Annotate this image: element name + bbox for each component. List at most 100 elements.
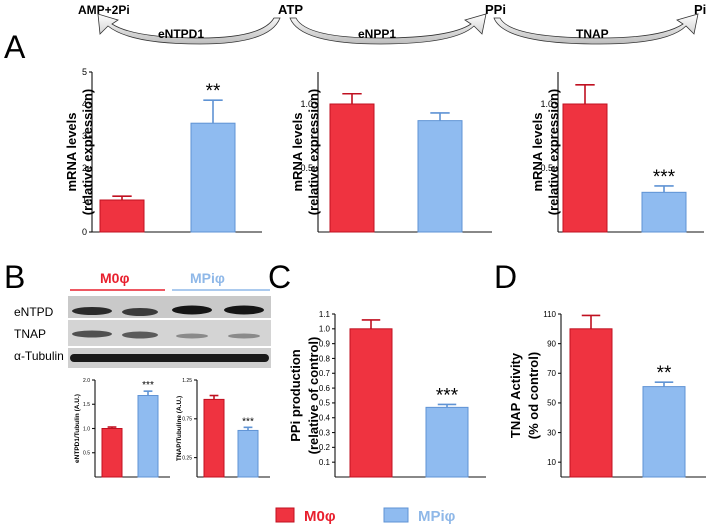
y-axis-label: PPi production [288,349,303,442]
chart-enpp1-mrna: 0.5 1.0 mRNA levels (relative expression) [290,72,492,233]
amp-label: AMP+2Pi [78,3,130,17]
legend-label-mpi: MPiφ [418,508,456,525]
bar [137,395,159,478]
y-axis-label: TNAP Activity [508,352,523,438]
y-tick-label: 0.9 [319,339,331,348]
band [172,305,212,315]
y-tick-label: 1.0 [540,99,553,109]
y-tick-label: 0.7 [319,369,331,378]
pathway-diagram: AMP+2Pi ATP PPi Pi eNTPD1 eNPP1 TNAP [78,2,706,45]
chart-tnap-mrna: 0.5 1.0 mRNA levels (relative expression) **… [530,72,704,233]
y-axis-label: TNAP/Tubuline (A.U.) [176,396,183,461]
y-axis-label: mRNA levels [290,113,305,192]
y-tick-label: 0.5 [540,163,553,173]
y-tick-label: 0.1 [319,458,331,467]
bar [99,199,145,233]
enpp1-label: eNPP1 [358,27,396,41]
significance-label: *** [142,380,154,391]
y-axis-label: mRNA levels [530,113,545,192]
blot-group-m0: M0φ [100,270,129,286]
bar [101,428,123,478]
bar [425,406,469,478]
y-tick-label: 0.5 [300,163,313,173]
chart-tnap-western-quant: 0.25 0.75 1.25 TNAP/Tubuline (A.U.) *** [176,378,270,478]
y-tick-label: 1 [82,195,87,205]
significance-label: *** [653,167,676,188]
band [228,333,260,339]
y-tick-label: 30 [547,428,556,437]
y-tick-label: 70 [547,369,556,378]
bar [203,398,225,478]
bar [562,103,608,233]
y-tick-label: 0.3 [319,428,331,437]
tnap-label: TNAP [576,27,609,41]
y-tick-label: 1.0 [300,99,313,109]
y-axis-label: eNTPD1/Tubulin (A.U.) [74,394,81,463]
y-tick-label: 1.25 [182,378,192,384]
chart-tnap-activity: 10 30 50 70 90 110 TNAP Activity (% od control)… [508,310,706,478]
blot-group-mpi: MPiφ [190,270,225,286]
significance-label: *** [242,416,254,427]
y-axis-label-line2: (% od control) [526,352,541,439]
significance-label: *** [436,385,459,406]
y-tick-label: 10 [547,458,556,467]
y-tick-label: 0.75 [182,417,192,423]
ppi-label: PPi [485,2,506,17]
panel-letter-a: A [4,29,26,65]
blot-row-entpd: eNTPD [14,305,54,319]
y-tick-label: 2.0 [83,378,90,384]
bar [642,386,686,478]
y-tick-label: 0.2 [319,443,331,452]
y-tick-label: 5 [82,67,87,77]
band [224,305,264,315]
y-tick-label: 0.25 [182,455,192,461]
y-tick-label: 4 [82,99,87,109]
y-axis-label: mRNA levels [64,113,79,192]
bar [190,122,236,233]
y-tick-label: 3 [82,131,87,141]
y-tick-label: 90 [547,339,556,348]
bar [329,103,375,233]
chart-ppi-production: 0.1 0.2 0.3 0.4 0.5 0.6 0.7 0.8 0.9 1.0 1.1 PPi pro… [288,310,486,478]
panel-letter-b: B [4,259,25,295]
bar [417,120,463,233]
significance-label: ** [206,81,221,102]
bar [569,328,613,478]
significance-label: ** [657,363,672,384]
y-tick-label: 0.6 [319,384,331,393]
bar [237,429,259,478]
y-axis-label-line2: (relative expression) [306,89,321,215]
chart-entpd1-western-quant: 0.5 1.0 1.5 2.0 eNTPD1/Tubulin (A.U.) *** [74,378,170,478]
y-axis-label-line2: (relative of control) [306,337,321,455]
legend-swatch-m0 [275,507,295,523]
chart-entpd1-mrna: 0 1 2 3 4 5 mRNA levels (relative expression) ** [64,67,262,237]
y-tick-label: 1.0 [319,325,331,334]
panel-letter-c: C [268,259,291,295]
atp-label: ATP [278,2,303,17]
bar [349,328,393,478]
y-tick-label: 0.5 [319,399,331,408]
band [72,330,112,338]
y-tick-label: 2 [82,163,87,173]
panel-letter-d: D [494,259,517,295]
enpp1-arrow [289,13,487,45]
tnap-arrow [493,13,699,45]
y-tick-label: 0.4 [319,414,331,423]
y-tick-label: 0.8 [319,354,331,363]
y-tick-label: 50 [547,399,556,408]
y-tick-label: 1.1 [319,310,331,319]
y-axis-label-line2: (relative expression) [546,89,561,215]
legend: M0φ MPiφ [275,507,456,525]
band [70,354,269,362]
legend-swatch-mpi [383,507,409,523]
y-tick-label: 0.5 [83,451,90,457]
y-axis-label-line2: (relative expression) [80,89,95,215]
bar [641,191,687,233]
y-tick-label: 1.5 [83,402,90,408]
y-tick-label: 110 [543,310,556,319]
y-tick-label: 1.0 [83,426,90,432]
entpd1-arrow [97,13,281,45]
blot-row-tnap: TNAP [14,327,46,341]
legend-label-m0: M0φ [304,508,336,525]
